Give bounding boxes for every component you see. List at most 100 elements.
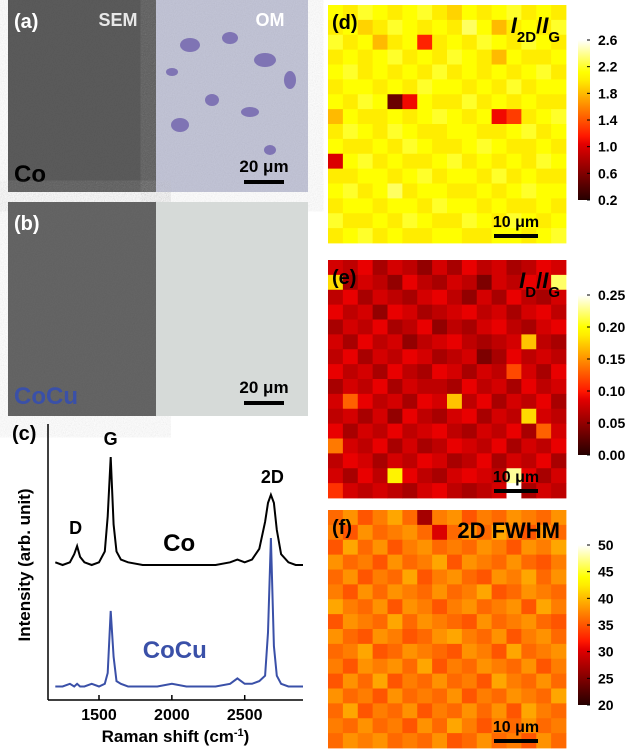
heatmap-cell: [462, 305, 477, 320]
heatmap-cell: [402, 659, 417, 674]
heatmap-cell: [328, 94, 343, 109]
heatmap-cell: [477, 305, 492, 320]
heatmap-cell: [432, 305, 447, 320]
heatmap-cell: [373, 394, 388, 409]
heatmap-cell: [402, 674, 417, 689]
heatmap-cell: [388, 424, 403, 439]
heatmap-cell: [373, 124, 388, 139]
heatmap-cell: [358, 79, 373, 94]
heatmap-cell: [536, 79, 551, 94]
colorbar-tick-label: 25: [598, 670, 614, 686]
title-part: G: [548, 284, 560, 301]
heatmap-cell: [477, 394, 492, 409]
heatmap-cell: [343, 718, 358, 733]
heatmap-cell: [521, 674, 536, 689]
heatmap-cell: [417, 35, 432, 50]
heatmap-cell: [536, 349, 551, 364]
heatmap-cell: [373, 228, 388, 243]
heatmap-cell: [536, 184, 551, 199]
heatmap-cell: [373, 305, 388, 320]
colorbar-tick-label: 1.4: [598, 112, 618, 128]
heatmap-cell: [551, 733, 566, 748]
heatmap-cell: [432, 689, 447, 704]
heatmap-cell: [373, 453, 388, 468]
heatmap-cell: [328, 659, 343, 674]
heatmap-cell: [507, 198, 522, 213]
heatmap-cell: [328, 614, 343, 629]
heatmap-cell: [521, 94, 536, 109]
title-part: 2D FWHM: [457, 518, 560, 543]
heatmap-cell: [388, 364, 403, 379]
heatmap-cell: [477, 35, 492, 50]
heatmap-cell: [358, 733, 373, 748]
heatmap-cell: [417, 213, 432, 228]
heatmap-cell: [358, 525, 373, 540]
heatmap-cell: [492, 334, 507, 349]
heatmap-cell: [477, 198, 492, 213]
heatmap-cell: [373, 169, 388, 184]
heatmap-cell: [477, 290, 492, 305]
heatmap-cell: [358, 599, 373, 614]
heatmap-cell: [373, 599, 388, 614]
heatmap-cell: [328, 184, 343, 199]
heatmap-cell: [402, 198, 417, 213]
heatmap-cell: [388, 334, 403, 349]
heatmap-cell: [358, 20, 373, 35]
heatmap-cell: [477, 439, 492, 454]
heatmap-cell: [551, 198, 566, 213]
heatmap-cell: [477, 483, 492, 498]
heatmap-cell: [328, 290, 343, 305]
heatmap-cell: [507, 424, 522, 439]
heatmap-cell: [358, 703, 373, 718]
heatmap-cell: [551, 599, 566, 614]
heatmap-cell: [358, 349, 373, 364]
heatmap-cell: [388, 198, 403, 213]
heatmap-cell: [521, 453, 536, 468]
heatmap-cell: [343, 703, 358, 718]
heatmap-cell: [447, 468, 462, 483]
heatmap-cell: [358, 228, 373, 243]
x-tick-label: 2500: [227, 707, 263, 724]
heatmap-cell: [388, 468, 403, 483]
heatmap-cell: [536, 659, 551, 674]
heatmap-cell: [343, 198, 358, 213]
heatmap-cell: [536, 364, 551, 379]
heatmap-cell: [402, 20, 417, 35]
heatmap-cell: [551, 139, 566, 154]
x-tick-label: 2000: [154, 707, 190, 724]
heatmap-cell: [492, 275, 507, 290]
heatmap-cell: [507, 439, 522, 454]
heatmap-cell: [417, 453, 432, 468]
heatmap-cell: [358, 439, 373, 454]
title-part: G: [548, 29, 560, 46]
heatmap-cell: [388, 525, 403, 540]
heatmap-cell: [477, 644, 492, 659]
heatmap-cell: [343, 674, 358, 689]
heatmap-cell: [358, 364, 373, 379]
heatmap-cell: [388, 94, 403, 109]
scale-bar: [494, 739, 538, 743]
heatmap-cell: [402, 65, 417, 80]
heatmap-cell: [343, 169, 358, 184]
heatmap-cell: [417, 65, 432, 80]
heatmap-cell: [417, 290, 432, 305]
heatmap-cell: [492, 198, 507, 213]
heatmap-cell: [551, 614, 566, 629]
heatmap-cell: [551, 703, 566, 718]
heatmap-cell: [477, 260, 492, 275]
panel-label: (d): [332, 12, 358, 34]
heatmap-cell: [373, 424, 388, 439]
heatmap-cell: [417, 109, 432, 124]
heatmap-cell: [447, 35, 462, 50]
heatmap-cell: [388, 5, 403, 20]
heatmap-cell: [536, 409, 551, 424]
heatmap-cell: [507, 659, 522, 674]
heatmap-cell: [477, 5, 492, 20]
x-label-part: -1: [234, 727, 244, 739]
heatmap-cell: [492, 614, 507, 629]
heatmap-cell: [462, 570, 477, 585]
heatmap-cell: [343, 124, 358, 139]
heatmap-cell: [432, 629, 447, 644]
heatmap-cell: [432, 599, 447, 614]
colorbar-tick-label: 50: [598, 537, 614, 553]
